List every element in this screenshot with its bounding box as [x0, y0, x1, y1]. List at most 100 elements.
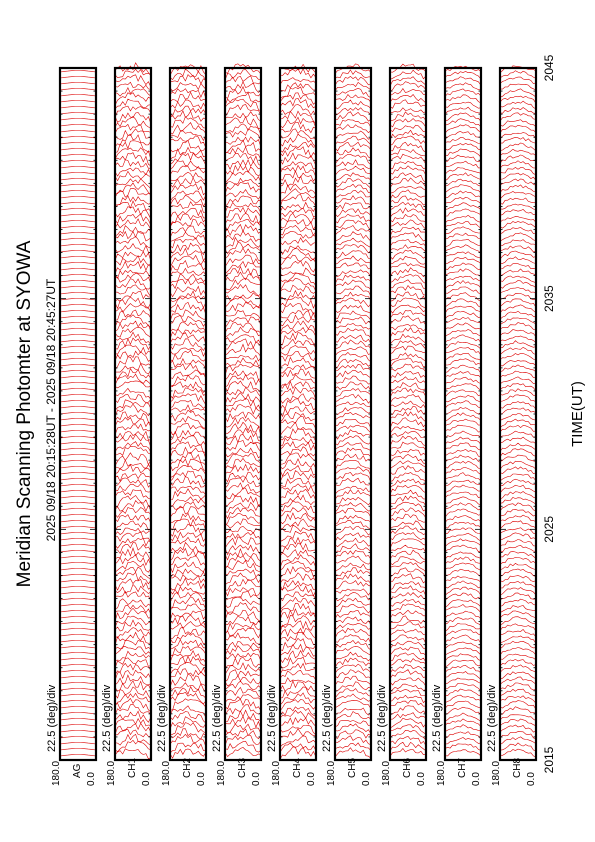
scan-trace [114, 604, 152, 615]
scan-trace [279, 411, 317, 423]
scan-trace [59, 532, 97, 535]
scan-trace [59, 442, 97, 445]
scan-trace [389, 262, 427, 269]
scan-trace [59, 298, 97, 301]
scan-trace [279, 421, 317, 437]
scan-trace [444, 442, 482, 451]
scan-trace [444, 527, 482, 535]
scan-trace [114, 733, 152, 746]
scan-trace [224, 242, 262, 255]
scan-trace [169, 247, 207, 262]
scan-trace [224, 487, 262, 499]
scan-trace [224, 271, 262, 283]
scan-trace [444, 124, 482, 134]
scan-trace [224, 397, 262, 412]
scan-trace [169, 722, 207, 736]
scan-trace [499, 132, 537, 140]
scan-trace [59, 142, 97, 145]
scan-trace [334, 723, 372, 735]
scan-trace [444, 167, 482, 175]
scan-trace [279, 709, 317, 721]
scan-trace [445, 358, 482, 366]
channel-name-label: AG [72, 763, 83, 778]
scan-trace [169, 506, 207, 518]
scan-trace [114, 105, 152, 119]
scan-trace [334, 603, 372, 614]
scan-trace [444, 688, 482, 697]
scan-trace [114, 200, 152, 212]
scan-trace [444, 647, 482, 656]
scan-trace [279, 368, 317, 379]
scan-trace [114, 167, 152, 177]
scan-trace [389, 465, 427, 475]
scan-trace [169, 541, 207, 554]
scan-trace [389, 683, 427, 693]
scan-trace [224, 536, 262, 549]
scan-trace [59, 196, 97, 199]
scan-trace [169, 218, 207, 229]
scan-trace [444, 460, 482, 469]
scan-trace [444, 412, 482, 422]
scan-trace [169, 662, 207, 676]
scan-trace [114, 380, 152, 389]
scan-trace [114, 537, 152, 549]
scan-trace [59, 334, 97, 337]
panel-frame [388, 66, 428, 762]
scan-trace [169, 733, 207, 748]
scan-trace [114, 430, 151, 441]
scan-trace [224, 627, 262, 639]
scan-trace [389, 267, 427, 278]
scan-trace [334, 111, 372, 122]
scan-trace [334, 94, 372, 103]
scan-trace [224, 123, 262, 136]
scan-trace [169, 692, 207, 705]
scan-trace [114, 619, 152, 632]
scan-trace [444, 112, 482, 122]
scan-trace [444, 130, 482, 140]
scan-trace [114, 403, 152, 418]
scan-trace [499, 310, 537, 320]
scan-trace [169, 650, 207, 664]
scan-trace [389, 273, 427, 285]
scan-trace [389, 107, 427, 113]
scan-trace [279, 386, 317, 400]
scan-trace [334, 310, 372, 321]
scan-trace [279, 549, 317, 561]
scan-trace [224, 640, 262, 650]
scan-trace [224, 265, 262, 280]
scan-trace [59, 736, 97, 739]
scan-trace [224, 709, 262, 723]
scan-trace [279, 620, 317, 633]
scan-trace [224, 139, 262, 154]
scan-trace [444, 244, 482, 254]
scan-trace [334, 297, 372, 308]
scan-trace [59, 256, 97, 259]
scan-trace [444, 376, 482, 384]
scan-trace [224, 321, 262, 334]
scan-trace [389, 549, 427, 560]
scan-trace [224, 482, 262, 494]
scan-trace [59, 670, 97, 673]
scan-trace [389, 124, 427, 133]
scan-trace [389, 609, 426, 619]
scan-trace [444, 551, 482, 560]
scan-trace [279, 724, 317, 735]
scan-trace [499, 635, 537, 644]
scan-trace [114, 81, 152, 90]
scan-trace [499, 628, 537, 638]
scan-trace [389, 394, 427, 405]
scan-trace [224, 447, 262, 459]
scan-trace [224, 662, 262, 675]
scan-trace [114, 218, 152, 230]
scan-trace [334, 407, 372, 416]
scan-trace [389, 411, 427, 423]
scan-trace [499, 718, 537, 727]
scan-trace [169, 711, 207, 724]
scan-trace [389, 111, 427, 121]
scan-trace [114, 514, 152, 524]
y-tick-bottom-label: 0.0 [141, 772, 152, 786]
scan-trace [389, 441, 427, 451]
scan-trace [114, 206, 152, 220]
scan-trace [499, 442, 537, 452]
scan-trace [389, 371, 427, 380]
